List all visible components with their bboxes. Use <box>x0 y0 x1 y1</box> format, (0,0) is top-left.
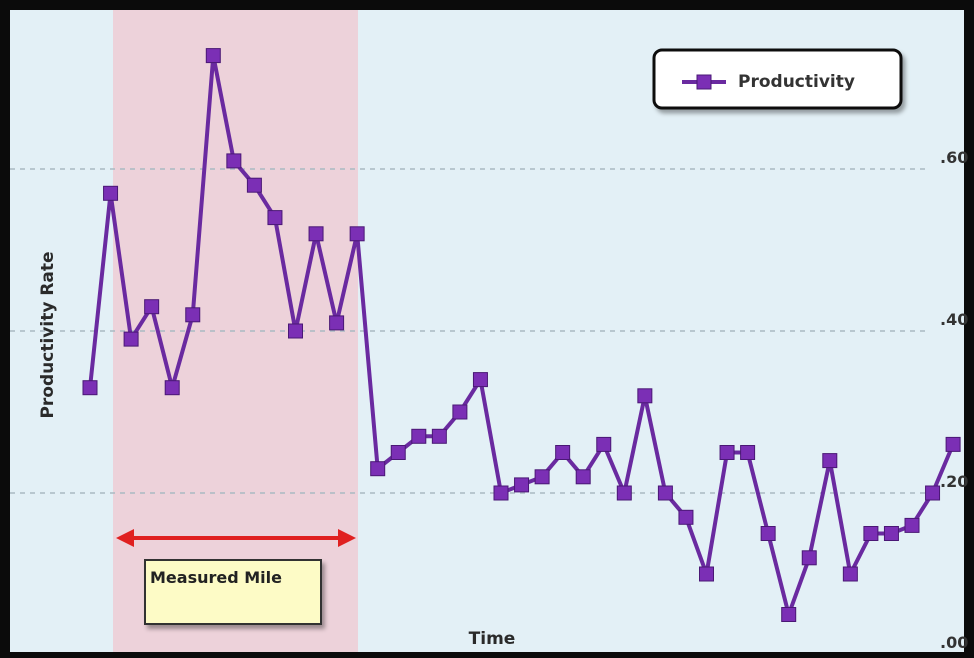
data-point <box>246 177 262 193</box>
data-point <box>308 226 324 242</box>
data-point <box>493 485 509 501</box>
data-point <box>288 323 303 339</box>
data-point <box>801 550 817 566</box>
arrow-head <box>116 529 134 547</box>
data-point <box>123 331 139 347</box>
y-tick-label: .00 <box>940 633 968 652</box>
data-point <box>472 372 488 388</box>
data-point <box>596 436 612 452</box>
data-point <box>452 404 468 420</box>
data-point <box>226 153 242 169</box>
legend: Productivity <box>652 48 903 110</box>
measured-mile-note: Measured Mile <box>144 559 322 625</box>
data-point <box>349 226 365 242</box>
measured-mile-label: Measured Mile <box>150 568 282 587</box>
x-axis-title: Time <box>469 629 516 649</box>
data-point <box>267 210 283 226</box>
measured-mile-arrow <box>116 529 356 547</box>
y-tick-label: .40 <box>940 310 968 329</box>
data-point <box>842 566 858 582</box>
data-point <box>781 607 797 622</box>
data-point <box>760 526 776 541</box>
legend-label-productivity: Productivity <box>738 72 855 92</box>
data-point <box>144 299 160 315</box>
data-point <box>555 445 571 460</box>
data-point <box>616 485 632 501</box>
y-tick-labels: .00 .20 .40 .60 <box>940 148 968 652</box>
y-tick-label: .60 <box>940 148 968 167</box>
data-point <box>431 428 447 444</box>
data-point <box>822 453 838 469</box>
data-point <box>103 185 119 201</box>
data-point <box>699 566 714 582</box>
data-point <box>411 428 427 444</box>
data-point <box>370 461 386 477</box>
data-point <box>82 380 98 396</box>
data-point <box>205 48 221 64</box>
data-point <box>514 477 530 493</box>
data-point <box>575 469 591 485</box>
arrow-head <box>338 529 356 547</box>
data-point <box>863 526 879 541</box>
data-point <box>534 469 550 485</box>
y-tick-label: .20 <box>940 472 968 491</box>
data-point <box>390 445 406 460</box>
legend-marker-swatch <box>696 74 712 90</box>
data-point <box>883 526 899 541</box>
data-point <box>329 315 345 331</box>
data-point <box>185 307 201 323</box>
data-point <box>719 445 735 460</box>
data-point <box>637 388 653 404</box>
data-point <box>740 445 756 460</box>
data-point <box>945 436 961 452</box>
data-point <box>678 509 694 525</box>
data-point <box>657 485 673 501</box>
gridlines <box>10 168 930 494</box>
data-point <box>904 517 920 533</box>
data-point <box>925 485 941 501</box>
productivity-markers <box>82 48 961 622</box>
data-point <box>164 380 180 396</box>
y-axis-title: Productivity Rate <box>38 251 58 418</box>
